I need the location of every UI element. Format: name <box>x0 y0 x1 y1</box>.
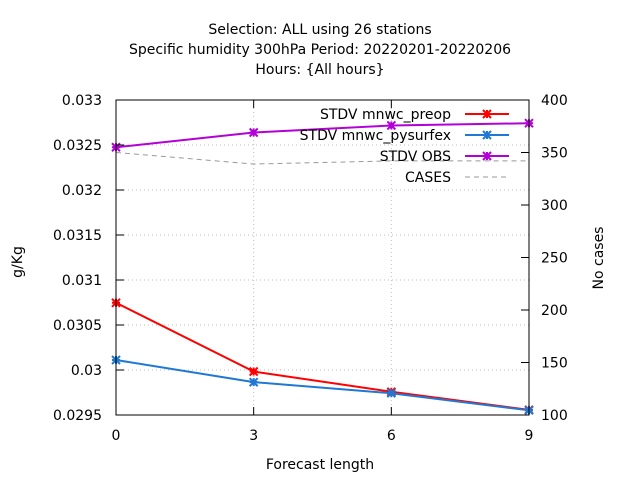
y2-axis-label: No cases <box>591 227 607 290</box>
grid <box>116 100 529 415</box>
y2-tick-label: 250 <box>541 251 568 267</box>
y-tick-label: 0.0315 <box>53 228 102 244</box>
legend-marker <box>482 130 492 140</box>
data-point-3 <box>386 120 397 131</box>
series-layer <box>111 118 534 416</box>
y2-tick-label: 300 <box>541 198 568 214</box>
data-point-1 <box>248 366 259 377</box>
axes: 0.0295 0.03 0.0305 0.031 0.0315 0.032 0.0325 0.… <box>53 93 568 444</box>
chart-title: Selection: ALL using 26 stations Specifi… <box>129 22 511 78</box>
title-line-2: Specific humidity 300hPa Period: 2022020… <box>129 42 511 58</box>
y2-tick-label: 100 <box>541 408 568 424</box>
y-tick-label: 0.0295 <box>53 408 102 424</box>
y2-tick-label: 150 <box>541 356 568 372</box>
legend-label: STDV OBS <box>380 149 451 165</box>
data-point-2 <box>386 388 397 398</box>
y-tick-label: 0.0325 <box>53 138 102 154</box>
y-tick-label: 0.0305 <box>53 318 102 334</box>
y-tick-label: 0.031 <box>62 273 102 289</box>
x-tick-label: 0 <box>112 428 121 444</box>
plot-frame <box>115 99 530 416</box>
x-tick-label: 9 <box>525 428 534 444</box>
legend-label: STDV mnwc_preop <box>320 107 451 123</box>
y-tick-label: 0.033 <box>62 93 102 109</box>
x-tick-label: 3 <box>249 428 258 444</box>
series-line-4 <box>115 152 529 165</box>
series-line-2 <box>115 359 530 412</box>
legend: STDV mnwc_preop STDV mnwc_pysurfex STDV OB… <box>300 107 509 186</box>
title-line-3: Hours: {All hours} <box>255 62 384 78</box>
y-axis-label: g/Kg <box>10 246 26 278</box>
data-point-3 <box>248 127 259 138</box>
y2-tick-label: 200 <box>541 303 568 319</box>
title-line-1: Selection: ALL using 26 stations <box>208 22 431 38</box>
series-line-3 <box>115 122 530 149</box>
x-tick-label: 6 <box>387 428 396 444</box>
y2-tick-label: 400 <box>541 93 568 109</box>
legend-marker <box>482 109 492 119</box>
legend-label: STDV mnwc_pysurfex <box>300 128 451 144</box>
legend-label: CASES <box>405 170 451 186</box>
series-line-1 <box>115 301 530 411</box>
y2-tick-label: 350 <box>541 146 568 162</box>
data-point-2 <box>248 377 259 387</box>
x-axis-label: Forecast length <box>266 457 374 473</box>
y-tick-label: 0.032 <box>62 183 102 199</box>
legend-marker <box>482 151 492 161</box>
y-tick-label: 0.03 <box>71 363 102 379</box>
